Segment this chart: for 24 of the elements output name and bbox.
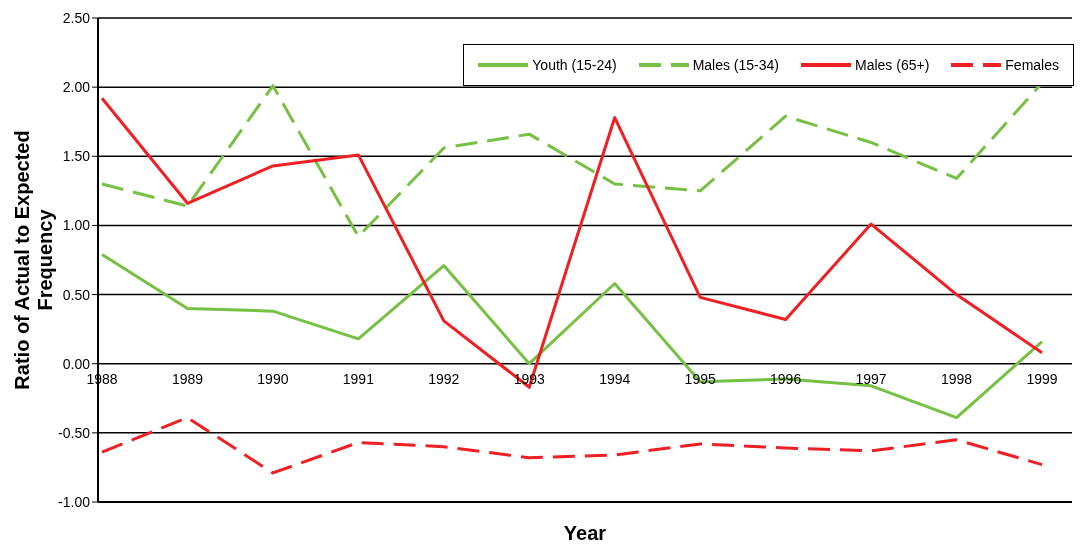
- y-tick-label: 1.00: [62, 217, 91, 234]
- y-tick-label: 2.00: [62, 79, 91, 96]
- y-tick-label: 0.00: [62, 355, 91, 372]
- x-tick-label: 1991: [342, 370, 375, 387]
- line-series: [100, 81, 1044, 238]
- x-tick-label: 1997: [855, 370, 887, 387]
- legend-label: Males (65+): [855, 57, 930, 73]
- x-tick-label: 1998: [940, 370, 973, 387]
- x-axis-title: Year: [562, 522, 608, 545]
- legend-label: Males (15-34): [692, 57, 779, 73]
- x-tick-label: 1989: [171, 370, 204, 387]
- line-series: [100, 416, 1044, 475]
- x-tick-label: 1999: [1026, 370, 1058, 387]
- y-tick-label: 0.50: [62, 286, 91, 303]
- y-axis-title: Ratio of Actual to Expected Frequency: [11, 129, 57, 392]
- y-tick-label: 1.50: [62, 148, 91, 165]
- x-tick-label: 1994: [599, 370, 631, 387]
- y-tick-label: -1.00: [58, 493, 91, 510]
- y-tick-label: -0.50: [58, 424, 91, 441]
- x-tick-label: 1990: [257, 370, 289, 387]
- x-tick-label: 1992: [428, 370, 460, 387]
- legend-label: Youth (15-24): [532, 57, 617, 73]
- legend-label: Females: [1005, 57, 1059, 73]
- y-tick-label: 2.50: [62, 9, 91, 26]
